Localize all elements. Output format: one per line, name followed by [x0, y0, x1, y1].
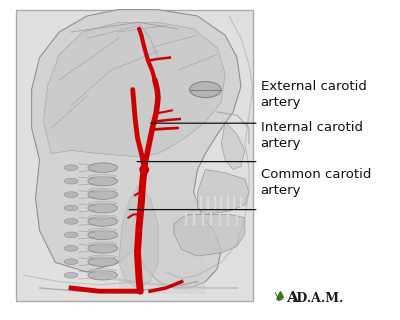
Ellipse shape [64, 165, 78, 171]
Ellipse shape [88, 255, 117, 259]
Ellipse shape [88, 215, 117, 218]
Polygon shape [198, 170, 249, 214]
Polygon shape [275, 292, 278, 299]
Ellipse shape [64, 272, 78, 278]
Ellipse shape [64, 205, 78, 211]
Ellipse shape [88, 188, 117, 191]
Ellipse shape [88, 203, 118, 213]
Ellipse shape [64, 245, 78, 251]
Polygon shape [118, 186, 158, 288]
Polygon shape [44, 22, 225, 157]
Ellipse shape [88, 244, 118, 253]
Ellipse shape [88, 257, 118, 267]
Text: Common carotid
artery: Common carotid artery [261, 168, 371, 197]
Ellipse shape [88, 190, 118, 199]
Ellipse shape [64, 232, 78, 238]
Ellipse shape [88, 228, 117, 232]
Text: .D.A.M.: .D.A.M. [292, 292, 343, 305]
Ellipse shape [88, 230, 118, 240]
Text: A: A [286, 291, 298, 305]
Ellipse shape [88, 175, 117, 178]
Ellipse shape [88, 217, 118, 226]
Polygon shape [221, 122, 245, 170]
Ellipse shape [190, 82, 221, 98]
Polygon shape [276, 291, 284, 301]
Polygon shape [174, 214, 245, 256]
Ellipse shape [64, 192, 78, 197]
Polygon shape [32, 10, 241, 288]
Ellipse shape [88, 242, 117, 245]
Ellipse shape [64, 219, 78, 224]
Ellipse shape [88, 163, 118, 172]
Bar [118, 198, 206, 294]
Ellipse shape [139, 165, 149, 174]
Bar [16, 10, 253, 301]
Text: External carotid
artery: External carotid artery [261, 80, 366, 109]
Text: Internal carotid
artery: Internal carotid artery [261, 121, 363, 150]
Ellipse shape [64, 259, 78, 265]
Ellipse shape [88, 202, 117, 205]
Ellipse shape [88, 270, 118, 280]
Ellipse shape [88, 269, 117, 272]
Ellipse shape [64, 178, 78, 184]
Ellipse shape [88, 176, 118, 186]
